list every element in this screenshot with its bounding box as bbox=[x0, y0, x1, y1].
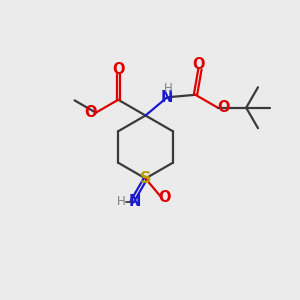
Text: N: N bbox=[161, 90, 173, 105]
Text: S: S bbox=[140, 171, 151, 186]
Text: O: O bbox=[192, 57, 205, 72]
Text: H: H bbox=[164, 82, 172, 95]
Text: O: O bbox=[158, 190, 171, 205]
Text: O: O bbox=[217, 100, 230, 115]
Text: O: O bbox=[112, 62, 124, 77]
Text: N: N bbox=[129, 194, 141, 209]
Text: O: O bbox=[84, 105, 97, 120]
Text: H: H bbox=[117, 195, 126, 208]
